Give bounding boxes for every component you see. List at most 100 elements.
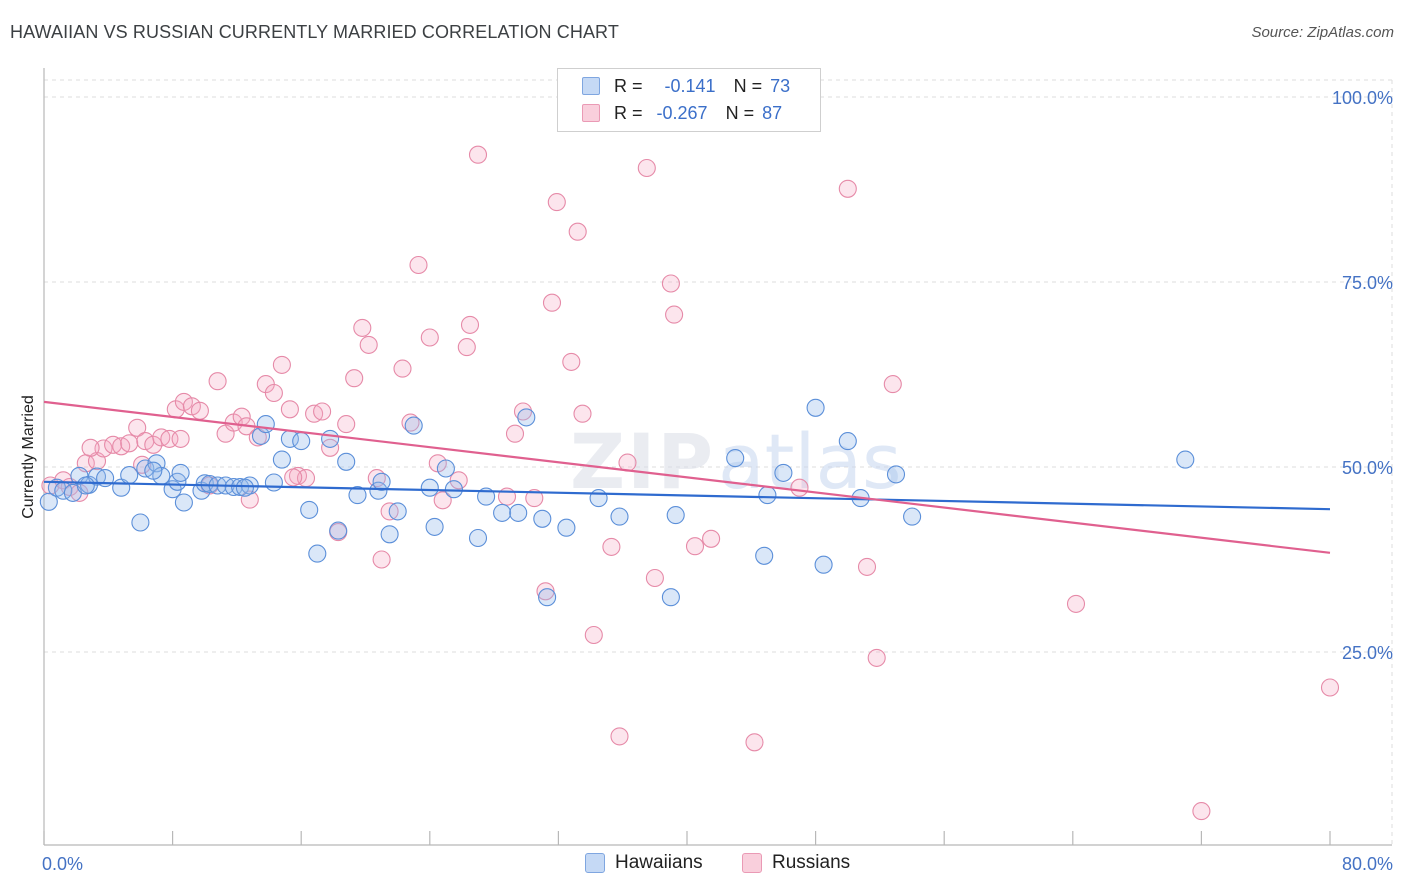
data-point xyxy=(120,434,139,453)
data-point xyxy=(359,335,378,354)
data-point xyxy=(610,727,629,746)
data-point xyxy=(388,502,407,521)
trend-lines xyxy=(43,400,1331,554)
source-credit: Source: ZipAtlas.com xyxy=(1251,24,1394,41)
data-point xyxy=(867,648,886,667)
data-point xyxy=(573,404,592,423)
legend-label-russians: Russians xyxy=(772,852,851,873)
y-axis-title: Currently Married xyxy=(20,395,37,519)
data-point xyxy=(372,472,391,491)
hawaiians-trend-line xyxy=(43,480,1331,511)
data-point xyxy=(886,465,906,484)
data-point xyxy=(401,413,420,432)
data-point xyxy=(602,537,621,556)
data-point xyxy=(409,255,428,275)
data-point xyxy=(513,402,533,421)
data-point xyxy=(444,480,463,499)
data-point xyxy=(264,383,283,403)
data-point xyxy=(517,408,536,427)
data-point xyxy=(637,158,656,178)
data-point xyxy=(1320,678,1340,697)
legend-item-russians[interactable]: Russians xyxy=(742,852,850,874)
r-label: R = xyxy=(614,102,643,123)
data-point xyxy=(353,318,372,337)
data-point xyxy=(248,428,267,447)
data-point xyxy=(838,432,857,451)
data-point xyxy=(280,400,299,419)
y-tick-label: 50.0% xyxy=(1342,458,1393,478)
legend-item-hawaiians[interactable]: Hawaiians xyxy=(585,852,703,874)
data-point xyxy=(745,733,764,752)
data-point xyxy=(433,491,452,510)
data-point xyxy=(857,557,877,576)
data-point xyxy=(505,424,525,443)
data-point xyxy=(536,582,555,601)
data-point xyxy=(321,429,340,448)
data-point xyxy=(425,517,444,536)
data-point xyxy=(661,274,680,293)
data-point xyxy=(300,500,319,519)
data-point xyxy=(292,432,311,451)
data-point xyxy=(190,401,209,420)
data-point xyxy=(790,478,809,497)
data-point xyxy=(171,429,190,448)
data-point xyxy=(337,452,356,471)
data-point xyxy=(903,507,922,526)
data-point xyxy=(774,463,793,482)
data-point xyxy=(345,369,364,388)
r-label: R = xyxy=(614,75,643,96)
series-legend: Hawaiians Russians xyxy=(0,852,1406,876)
data-point xyxy=(584,625,603,645)
data-point xyxy=(562,352,581,371)
hawaiians-legend-swatch xyxy=(585,853,605,873)
data-point xyxy=(284,468,303,487)
data-point xyxy=(39,492,58,511)
data-point xyxy=(120,466,139,485)
data-point xyxy=(81,438,100,457)
data-point xyxy=(1066,594,1086,613)
r-value: -0.267 xyxy=(656,102,708,123)
data-point xyxy=(128,418,147,437)
data-point xyxy=(610,507,629,526)
data-point xyxy=(661,588,680,607)
data-point xyxy=(449,471,468,490)
data-point xyxy=(308,544,327,563)
data-point xyxy=(468,528,488,548)
data-point xyxy=(758,486,777,505)
data-point xyxy=(1176,450,1195,469)
data-point xyxy=(618,453,637,472)
data-point xyxy=(272,450,291,469)
data-point xyxy=(436,459,455,478)
russians-swatch xyxy=(582,104,600,122)
axes xyxy=(43,68,1392,846)
data-point xyxy=(420,478,439,497)
data-point xyxy=(542,293,562,312)
data-point xyxy=(372,550,391,569)
y-tick-label: 25.0% xyxy=(1342,643,1393,663)
data-point xyxy=(313,402,332,421)
data-point xyxy=(208,372,227,391)
data-point xyxy=(256,415,275,434)
data-point xyxy=(509,503,528,522)
data-point xyxy=(838,179,857,198)
data-point xyxy=(457,338,476,357)
legend-row-hawaiians: R = -0.141 N = 73 xyxy=(582,75,790,97)
y-tick-label: 75.0% xyxy=(1342,273,1393,293)
data-point xyxy=(493,503,512,522)
n-label: N = xyxy=(725,102,755,123)
data-point xyxy=(665,305,684,324)
russians-legend-swatch xyxy=(742,853,762,873)
n-value: 87 xyxy=(762,102,783,123)
n-label: N = xyxy=(733,75,763,96)
data-point xyxy=(348,486,367,505)
x-tick-label-min: 0.0% xyxy=(42,854,83,874)
data-point xyxy=(240,490,259,509)
russians-points xyxy=(41,145,1340,821)
y-tick-label: 100.0% xyxy=(1332,88,1393,108)
data-point xyxy=(468,145,488,164)
correlation-legend: R = -0.141 N = 73 R = -0.267 N = 87 xyxy=(557,68,821,132)
legend-row-russians: R = -0.267 N = 87 xyxy=(582,102,782,124)
hawaiians-swatch xyxy=(582,77,600,95)
data-point xyxy=(94,439,113,458)
